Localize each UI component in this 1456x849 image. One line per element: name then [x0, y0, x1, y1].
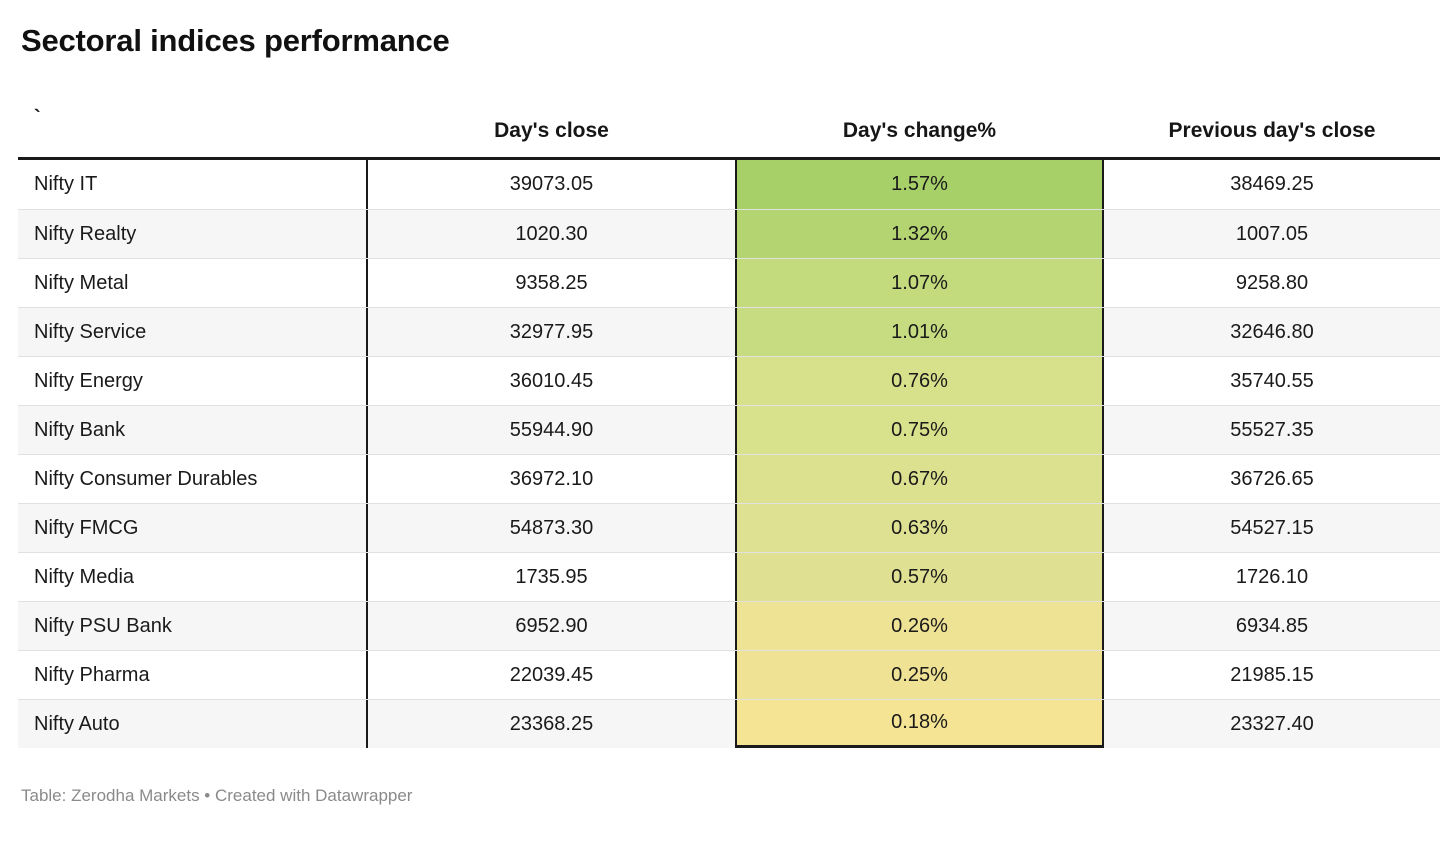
days-close-value: 9358.25 — [515, 271, 588, 294]
prev-close-value: 6934.85 — [1235, 614, 1309, 637]
table-row: Nifty Realty 1020.30 1.32% 1007.05 — [18, 209, 1440, 258]
sector-table: ` Day's close Day's change% Previous day… — [18, 97, 1440, 748]
table-row: Nifty Auto 23368.25 0.18% 23327.40 — [18, 699, 1440, 748]
column-header-days-close: Day's close — [494, 119, 609, 142]
attribution-footer: Table: Zerodha Markets • Created with Da… — [21, 786, 413, 805]
column-header-index: ` — [34, 107, 41, 129]
table-row: Nifty IT 39073.05 1.57% 38469.25 — [18, 160, 1440, 209]
prev-close-value: 1726.10 — [1235, 565, 1309, 588]
table-row: Nifty Consumer Durables 36972.10 0.67% 3… — [18, 454, 1440, 503]
prev-close-value: 9258.80 — [1235, 271, 1309, 294]
column-header-prev-close: Previous day's close — [1168, 119, 1376, 142]
days-close-value: 36972.10 — [509, 467, 594, 490]
row-label: Nifty PSU Bank — [18, 602, 368, 650]
days-change-value: 1.57% — [735, 160, 1104, 209]
days-close-value: 6952.90 — [515, 614, 588, 637]
row-label: Nifty Energy — [18, 357, 368, 405]
table-body: Nifty IT 39073.05 1.57% 38469.25 Nifty R… — [18, 160, 1440, 748]
prev-close-value: 35740.55 — [1230, 369, 1314, 392]
row-label: Nifty Auto — [18, 700, 368, 748]
days-close-value: 36010.45 — [509, 369, 594, 392]
row-label: Nifty Consumer Durables — [18, 455, 368, 503]
table-row: Nifty Metal 9358.25 1.07% 9258.80 — [18, 258, 1440, 307]
days-change-value: 0.75% — [735, 406, 1104, 454]
days-change-value: 1.07% — [735, 259, 1104, 307]
days-close-value: 1735.95 — [515, 565, 588, 588]
days-close-value: 55944.90 — [509, 418, 594, 441]
column-header-days-change: Day's change% — [842, 119, 997, 142]
days-close-value: 1020.30 — [515, 222, 588, 245]
table-row: Nifty Media 1735.95 0.57% 1726.10 — [18, 552, 1440, 601]
prev-close-value: 38469.25 — [1230, 173, 1314, 195]
prev-close-value: 54527.15 — [1230, 516, 1314, 539]
days-change-value: 0.25% — [735, 651, 1104, 699]
table-row: Nifty Service 32977.95 1.01% 32646.80 — [18, 307, 1440, 356]
table-row: Nifty Bank 55944.90 0.75% 55527.35 — [18, 405, 1440, 454]
prev-close-value: 23327.40 — [1230, 712, 1314, 735]
table-row: Nifty FMCG 54873.30 0.63% 54527.15 — [18, 503, 1440, 552]
row-label: Nifty FMCG — [18, 504, 368, 552]
row-label: Nifty Media — [18, 553, 368, 601]
row-label: Nifty Realty — [18, 210, 368, 258]
prev-close-value: 36726.65 — [1230, 467, 1314, 490]
days-change-value: 0.76% — [735, 357, 1104, 405]
days-change-value: 1.32% — [735, 210, 1104, 258]
prev-close-value: 1007.05 — [1235, 222, 1309, 245]
days-close-value: 54873.30 — [509, 516, 594, 539]
prev-close-value: 32646.80 — [1230, 320, 1314, 343]
days-close-value: 32977.95 — [509, 320, 594, 343]
days-change-value: 0.57% — [735, 553, 1104, 601]
page: Sectoral indices performance ` Day's clo… — [0, 21, 1456, 849]
days-change-value: 0.67% — [735, 455, 1104, 503]
days-change-value: 0.18% — [735, 700, 1104, 748]
days-change-value: 1.01% — [735, 308, 1104, 356]
prev-close-value: 21985.15 — [1230, 663, 1314, 686]
days-change-value: 0.63% — [735, 504, 1104, 552]
page-title: Sectoral indices performance — [21, 23, 450, 58]
days-close-value: 39073.05 — [509, 173, 594, 195]
row-label: Nifty IT — [18, 160, 368, 209]
row-label: Nifty Pharma — [18, 651, 368, 699]
row-label: Nifty Metal — [18, 259, 368, 307]
table-row: Nifty Pharma 22039.45 0.25% 21985.15 — [18, 650, 1440, 699]
table-row: Nifty Energy 36010.45 0.76% 35740.55 — [18, 356, 1440, 405]
days-change-value: 0.26% — [735, 602, 1104, 650]
table-row: Nifty PSU Bank 6952.90 0.26% 6934.85 — [18, 601, 1440, 650]
days-close-value: 23368.25 — [509, 712, 594, 735]
table-header-row: ` Day's close Day's change% Previous day… — [18, 97, 1440, 160]
prev-close-value: 55527.35 — [1230, 418, 1314, 441]
days-close-value: 22039.45 — [509, 663, 594, 686]
row-label: Nifty Bank — [18, 406, 368, 454]
row-label: Nifty Service — [18, 308, 368, 356]
